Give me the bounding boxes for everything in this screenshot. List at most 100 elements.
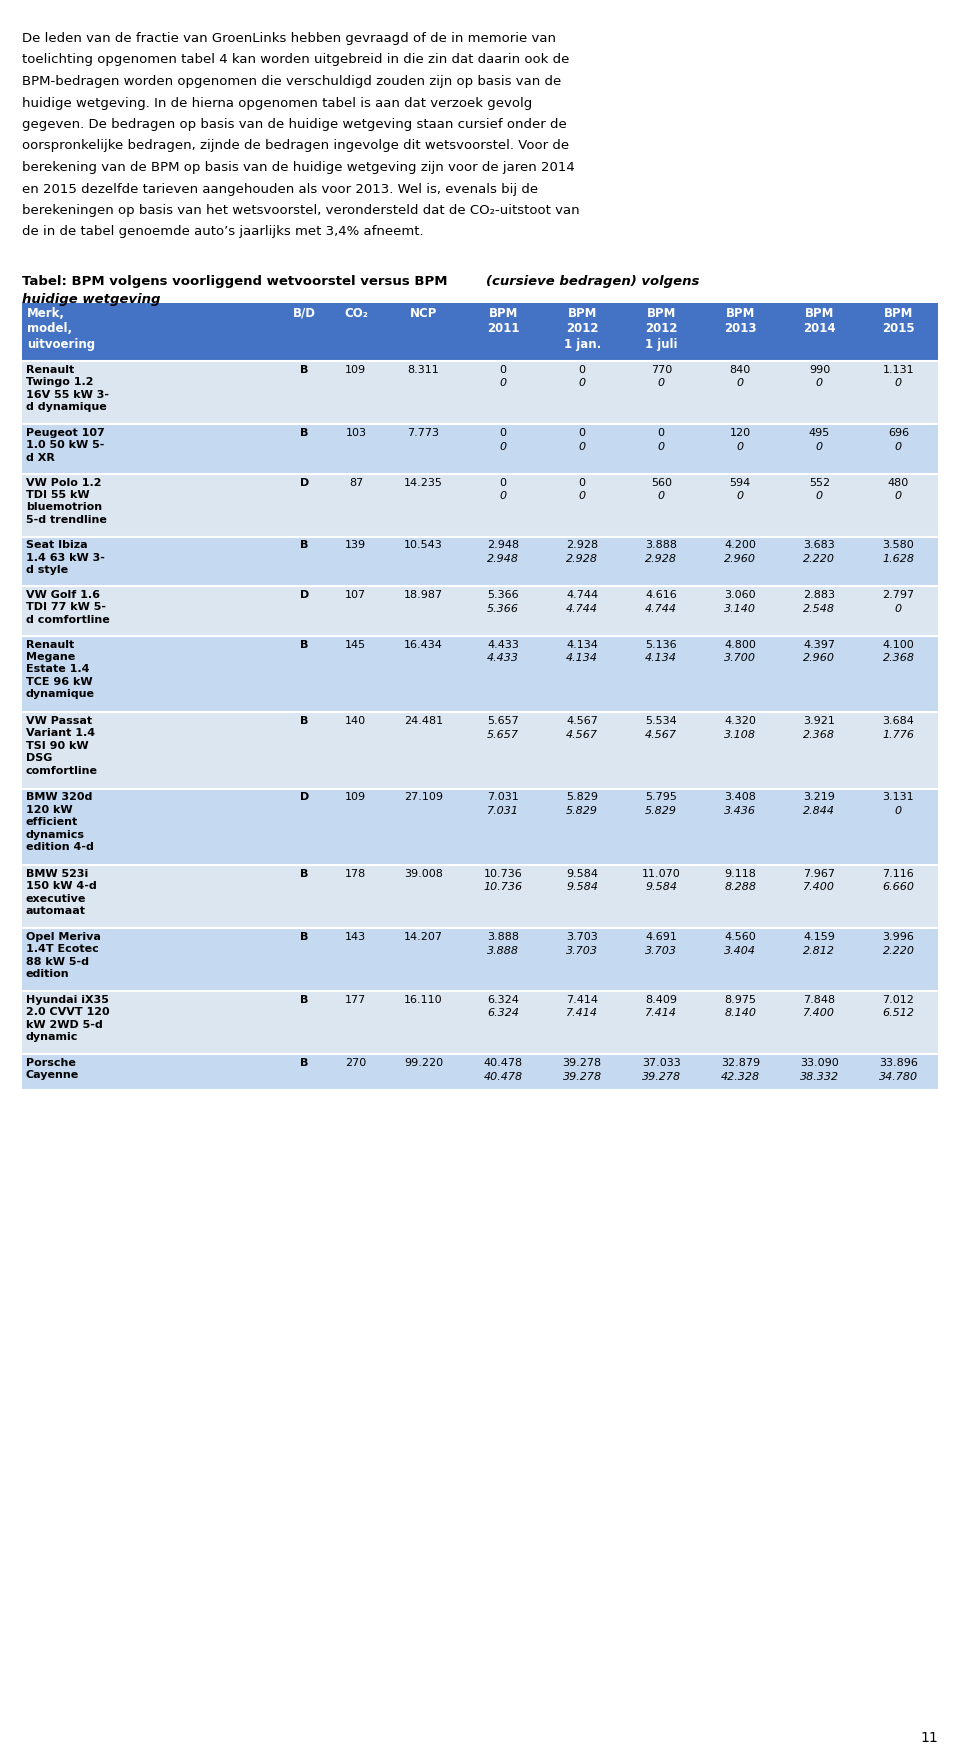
Text: 139: 139	[346, 541, 367, 551]
Text: 3.888: 3.888	[487, 946, 519, 956]
Text: 3.219: 3.219	[804, 792, 835, 803]
Text: 2.928: 2.928	[645, 555, 677, 564]
Text: BPM
2014: BPM 2014	[804, 306, 836, 336]
Text: 5.657: 5.657	[487, 717, 519, 726]
Text: 990: 990	[808, 365, 830, 375]
Text: 3.703: 3.703	[566, 946, 598, 956]
Text: 7.031: 7.031	[487, 792, 519, 803]
Text: 1.131: 1.131	[882, 365, 914, 375]
Text: 4.567: 4.567	[566, 717, 598, 726]
Text: 5.136: 5.136	[645, 639, 677, 650]
Text: 2.812: 2.812	[804, 946, 835, 956]
Text: B: B	[300, 639, 308, 650]
Bar	[22, 865, 938, 928]
Text: 39.008: 39.008	[404, 868, 443, 879]
Text: 2.368: 2.368	[804, 729, 835, 740]
Text: Renault
Megane
Estate 1.4
TCE 96 kW
dynamique: Renault Megane Estate 1.4 TCE 96 kW dyna…	[26, 639, 95, 699]
Text: BMW 320d
120 kW
efficient
dynamics
edition 4-d: BMW 320d 120 kW efficient dynamics editi…	[26, 792, 94, 852]
Text: 4.744: 4.744	[566, 590, 598, 601]
Text: 270: 270	[346, 1058, 367, 1067]
Text: 2.368: 2.368	[882, 653, 915, 662]
Text: 4.691: 4.691	[645, 932, 677, 942]
Text: 9.118: 9.118	[725, 868, 756, 879]
Text: 4.320: 4.320	[725, 717, 756, 726]
Text: 0: 0	[816, 379, 823, 389]
Text: 0: 0	[499, 477, 507, 488]
Text: 4.134: 4.134	[566, 639, 598, 650]
Text: 2.220: 2.220	[882, 946, 915, 956]
Text: 770: 770	[651, 365, 672, 375]
Text: 87: 87	[348, 477, 363, 488]
Text: 10.736: 10.736	[484, 868, 522, 879]
Bar	[22, 991, 938, 1055]
Text: B: B	[300, 995, 308, 1006]
Text: 39.278: 39.278	[563, 1058, 602, 1067]
Text: 8.140: 8.140	[724, 1009, 756, 1018]
Text: 0: 0	[579, 379, 586, 389]
Text: 0: 0	[736, 379, 744, 389]
Text: 33.896: 33.896	[879, 1058, 918, 1067]
Text: 8.311: 8.311	[408, 365, 440, 375]
Text: 4.134: 4.134	[645, 653, 677, 662]
Text: 480: 480	[888, 477, 909, 488]
Text: berekening van de BPM op basis van de huidige wetgeving zijn voor de jaren 2014: berekening van de BPM op basis van de hu…	[22, 160, 575, 174]
Text: 2.960: 2.960	[724, 555, 756, 564]
Text: 0: 0	[736, 491, 744, 500]
Text: 107: 107	[346, 590, 367, 601]
Text: 14.207: 14.207	[404, 932, 443, 942]
Text: huidige wetgeving: huidige wetgeving	[22, 292, 160, 306]
Text: 109: 109	[346, 792, 367, 803]
Text: (cursieve bedragen) volgens: (cursieve bedragen) volgens	[486, 275, 700, 289]
Text: 0: 0	[895, 807, 902, 815]
Text: 34.780: 34.780	[879, 1071, 918, 1081]
Text: 40.478: 40.478	[484, 1058, 522, 1067]
Text: 109: 109	[346, 365, 367, 375]
Text: 3.580: 3.580	[882, 541, 914, 551]
Text: 0: 0	[579, 442, 586, 451]
Text: 0: 0	[499, 379, 507, 389]
Text: Opel Meriva
1.4T Ecotec
88 kW 5-d
edition: Opel Meriva 1.4T Ecotec 88 kW 5-d editio…	[26, 932, 101, 979]
Bar	[22, 928, 938, 991]
Text: 5.829: 5.829	[566, 792, 598, 803]
Text: 2.883: 2.883	[804, 590, 835, 601]
Text: 4.433: 4.433	[487, 639, 519, 650]
Text: BPM
2012
1 juli: BPM 2012 1 juli	[645, 306, 678, 350]
Text: 2.948: 2.948	[487, 555, 519, 564]
Text: 4.200: 4.200	[725, 541, 756, 551]
Bar	[22, 1055, 938, 1090]
Text: 42.328: 42.328	[721, 1071, 760, 1081]
Text: 3.683: 3.683	[804, 541, 835, 551]
Text: 24.481: 24.481	[404, 717, 443, 726]
Text: 16.110: 16.110	[404, 995, 443, 1006]
Bar	[22, 586, 938, 636]
Bar	[22, 474, 938, 537]
Text: 1.776: 1.776	[882, 729, 915, 740]
Text: 5.829: 5.829	[566, 807, 598, 815]
Text: 178: 178	[346, 868, 367, 879]
Text: 7.414: 7.414	[645, 1009, 677, 1018]
Text: CO₂: CO₂	[344, 306, 368, 321]
Text: 4.134: 4.134	[566, 653, 598, 662]
Text: 0: 0	[658, 379, 664, 389]
Text: toelichting opgenomen tabel 4 kan worden uitgebreid in die zin dat daarin ook de: toelichting opgenomen tabel 4 kan worden…	[22, 53, 569, 67]
Text: Peugeot 107
1.0 50 kW 5-
d XR: Peugeot 107 1.0 50 kW 5- d XR	[26, 428, 105, 463]
Text: BPM
2015: BPM 2015	[882, 306, 915, 336]
Text: 9.584: 9.584	[566, 882, 598, 893]
Text: 3.700: 3.700	[724, 653, 756, 662]
Text: 4.560: 4.560	[725, 932, 756, 942]
Text: 2.797: 2.797	[882, 590, 915, 601]
Text: Renault
Twingo 1.2
16V 55 kW 3-
d dynamique: Renault Twingo 1.2 16V 55 kW 3- d dynami…	[26, 365, 109, 412]
Text: BPM
2011: BPM 2011	[487, 306, 519, 336]
Text: B: B	[300, 932, 308, 942]
Text: Porsche
Cayenne: Porsche Cayenne	[26, 1058, 80, 1081]
Text: 7.031: 7.031	[487, 807, 519, 815]
Text: 10.736: 10.736	[484, 882, 522, 893]
Text: 33.090: 33.090	[800, 1058, 839, 1067]
Bar	[22, 424, 938, 474]
Text: 4.616: 4.616	[645, 590, 677, 601]
Text: 7.414: 7.414	[566, 995, 598, 1006]
Text: 5.366: 5.366	[488, 590, 518, 601]
Text: B: B	[300, 1058, 308, 1067]
Text: 7.400: 7.400	[804, 1009, 835, 1018]
Text: 3.888: 3.888	[645, 541, 677, 551]
